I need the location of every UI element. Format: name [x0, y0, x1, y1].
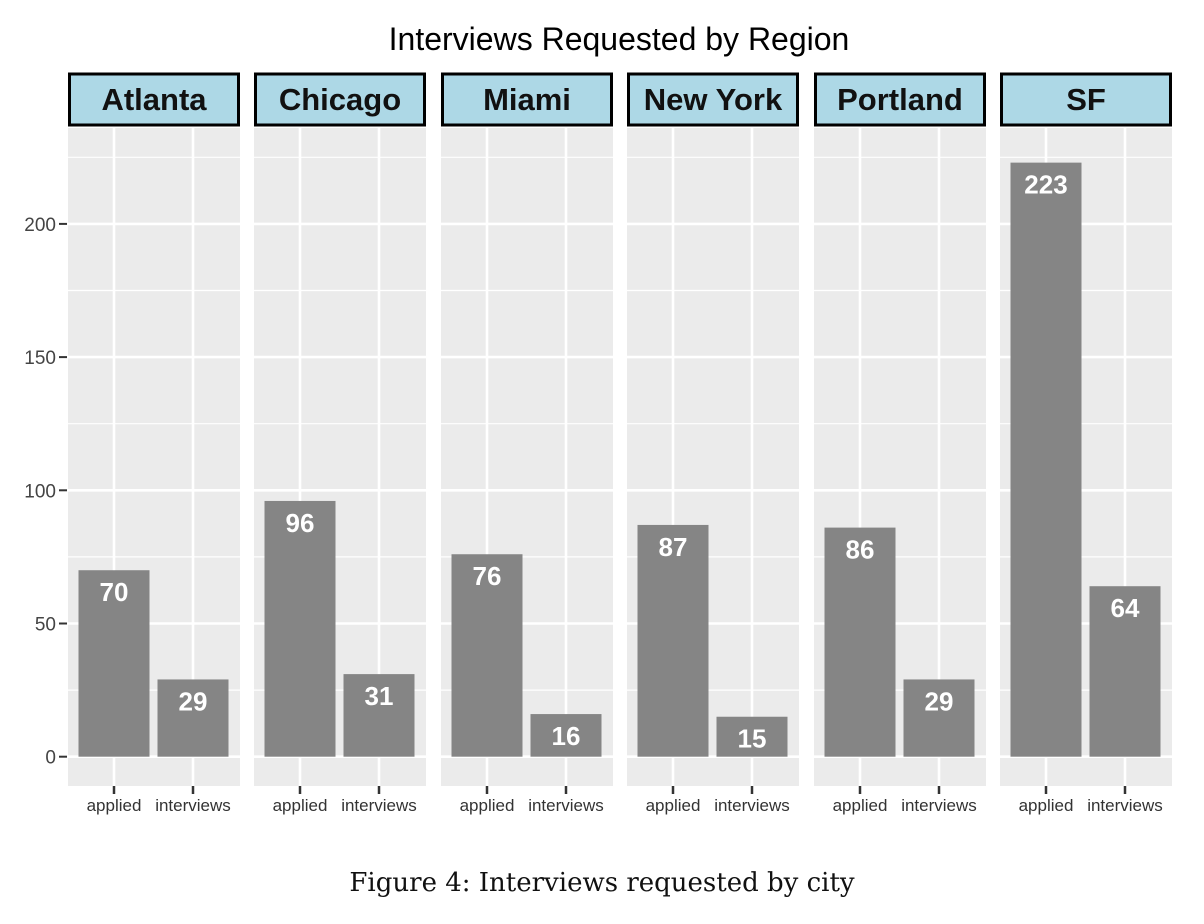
x-tick-label: interviews	[341, 796, 417, 815]
facet-strip	[68, 72, 240, 127]
facet-strip-label: Miami	[483, 82, 571, 117]
bar-value-label: 76	[473, 561, 502, 591]
bar-value-label: 86	[846, 535, 875, 565]
x-tick-label: interviews	[1087, 796, 1163, 815]
facet-panel: New York 87 applied 15 interviews	[627, 72, 799, 815]
x-tick-label: interviews	[901, 796, 977, 815]
x-tick-label: applied	[833, 796, 888, 815]
bar	[1010, 162, 1082, 757]
facet-panel: Portland 86 applied 29 interviews	[814, 72, 986, 815]
facet-strip-label: Portland	[837, 82, 963, 117]
bar-value-label: 70	[100, 577, 129, 607]
bar-value-label: 87	[659, 532, 688, 562]
facet-panel: Atlanta 70 applied 29 interviews	[68, 72, 240, 815]
facet-strip-label: SF	[1066, 82, 1106, 117]
y-tick-label: 150	[24, 348, 56, 369]
bar	[264, 500, 336, 757]
x-tick-label: applied	[1019, 796, 1074, 815]
facet-panel: Miami 76 applied 16 interviews	[441, 72, 613, 815]
x-tick-label: interviews	[714, 796, 790, 815]
y-tick: 0	[45, 748, 67, 769]
y-tick: 150	[24, 348, 67, 369]
bar	[530, 714, 602, 757]
bar	[451, 554, 523, 757]
x-tick-label: applied	[87, 796, 142, 815]
bar-value-label: 96	[286, 508, 315, 538]
facet-strip	[254, 72, 426, 127]
facet-strip-label: Atlanta	[101, 82, 207, 117]
bar-value-label: 29	[179, 686, 208, 716]
bar	[903, 679, 975, 757]
facet-strip	[814, 72, 986, 127]
y-axis: 0 50 100 150 200	[24, 215, 67, 769]
facet-strip-label: Chicago	[279, 82, 401, 117]
facet-strip	[1000, 72, 1172, 127]
x-tick-label: interviews	[155, 796, 231, 815]
facet-panel: SF 223 applied 64 interviews	[1000, 72, 1172, 815]
y-tick: 200	[24, 215, 67, 236]
y-tick-label: 200	[24, 215, 56, 236]
y-tick: 100	[24, 481, 67, 502]
facet-panel: Chicago 96 applied 31 interviews	[254, 72, 426, 815]
x-tick-label: applied	[460, 796, 515, 815]
chart-title: Interviews Requested by Region	[389, 21, 850, 57]
x-tick-label: applied	[273, 796, 328, 815]
bar	[637, 524, 709, 757]
faceted-bar-chart: Interviews Requested by Region 050100150…	[24, 21, 1172, 815]
bar-value-label: 64	[1111, 593, 1140, 623]
y-tick-label: 50	[35, 614, 56, 635]
y-tick-label: 100	[24, 481, 56, 502]
bar-value-label: 29	[925, 686, 954, 716]
bar	[716, 716, 788, 757]
facet-strip	[627, 72, 799, 127]
y-tick: 50	[35, 614, 67, 635]
x-tick-label: interviews	[528, 796, 604, 815]
bar	[824, 527, 896, 757]
x-tick-label: applied	[646, 796, 701, 815]
figure-caption: Figure 4: Interviews requested by city	[349, 868, 855, 898]
bar-value-label: 31	[365, 681, 394, 711]
bar-value-label: 15	[738, 724, 767, 754]
bar	[343, 674, 415, 757]
facet-strip	[441, 72, 613, 127]
facet-strip-label: New York	[644, 82, 783, 117]
bar-value-label: 223	[1024, 170, 1067, 200]
y-tick-label: 0	[45, 748, 56, 769]
bar	[78, 570, 150, 757]
facet-panels: Atlanta 70 applied 29 interviews Chicago 96 app…	[68, 72, 1172, 815]
bar-value-label: 16	[552, 721, 581, 751]
bar	[157, 679, 229, 757]
bar	[1089, 586, 1161, 757]
